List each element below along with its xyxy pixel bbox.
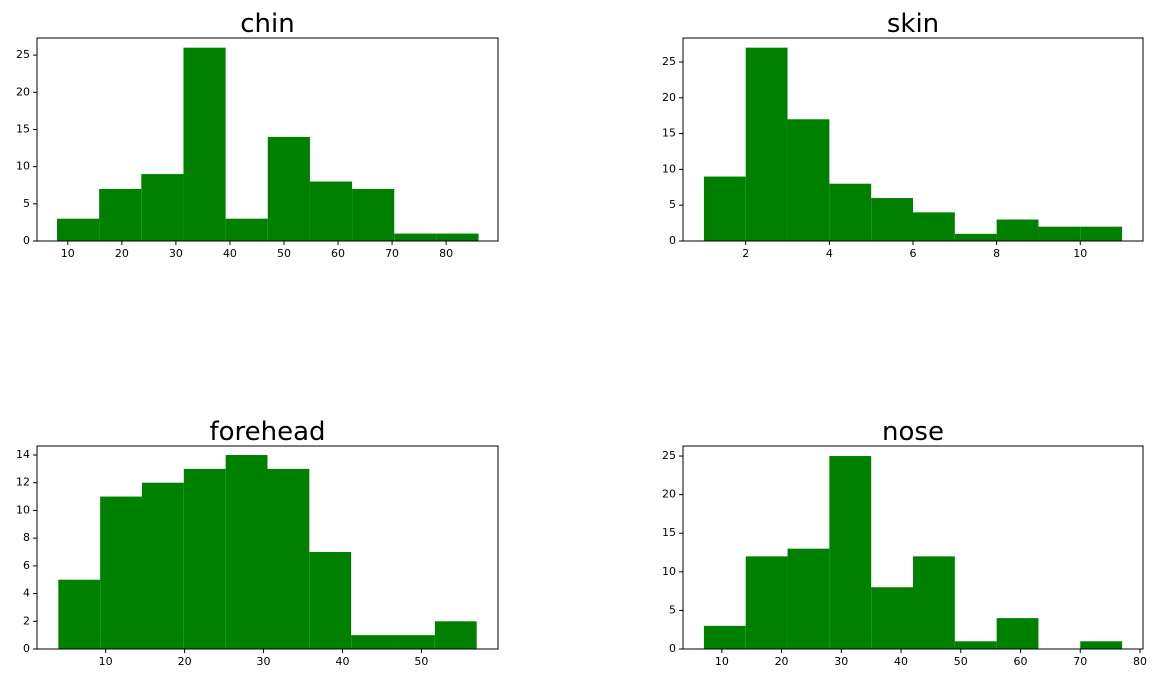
x-tick-label: 60 — [1014, 655, 1028, 668]
bar — [351, 635, 394, 649]
x-tick-label: 50 — [277, 247, 291, 260]
y-tick-label: 12 — [16, 476, 30, 489]
axes-frame — [36, 37, 499, 242]
y-tick-label: 10 — [16, 503, 30, 516]
x-tick-label: 40 — [335, 655, 349, 668]
x-tick-label: 6 — [910, 247, 917, 260]
bar — [267, 136, 310, 241]
bar — [954, 233, 997, 241]
y-tick-label: 20 — [662, 488, 676, 501]
x-tick-label: 60 — [331, 247, 345, 260]
bar — [996, 219, 1039, 241]
y-tick-label: 5 — [23, 197, 30, 210]
bar — [100, 496, 142, 649]
y-tick-label: 0 — [669, 642, 676, 655]
x-tick-label: 80 — [1133, 655, 1147, 668]
y-tick-label: 20 — [662, 91, 676, 104]
bar — [56, 218, 100, 241]
bar — [954, 641, 997, 649]
bar — [913, 212, 955, 241]
chart-title: nose — [882, 417, 944, 447]
bar — [703, 625, 746, 649]
x-tick-label: 10 — [715, 655, 729, 668]
bar — [141, 482, 184, 649]
bar — [225, 218, 268, 241]
x-tick-label: 40 — [894, 655, 908, 668]
bar — [393, 635, 435, 649]
chart-title: forehead — [209, 417, 325, 447]
x-tick-label: 50 — [954, 655, 968, 668]
y-tick-label: 0 — [23, 642, 30, 655]
bar — [99, 188, 142, 241]
y-tick-label: 15 — [662, 526, 676, 539]
bar — [787, 548, 830, 649]
bar — [394, 233, 437, 241]
x-tick-label: 8 — [993, 247, 1000, 260]
y-tick-label: 15 — [16, 122, 30, 135]
bar — [996, 618, 1039, 649]
x-tick-label: 10 — [1073, 247, 1087, 260]
x-tick-label: 70 — [1073, 655, 1087, 668]
chart-title: chin — [240, 9, 294, 39]
x-tick-label: 20 — [775, 655, 789, 668]
bar — [829, 456, 872, 649]
y-tick-label: 14 — [16, 448, 30, 461]
y-tick-label: 5 — [669, 603, 676, 616]
bar — [1038, 226, 1081, 241]
y-tick-label: 10 — [16, 160, 30, 173]
bar — [58, 579, 101, 649]
axes-frame — [36, 445, 499, 650]
x-tick-label: 50 — [414, 655, 428, 668]
y-tick-label: 10 — [662, 162, 676, 175]
y-tick-label: 15 — [662, 127, 676, 140]
bar — [225, 455, 268, 649]
y-tick-label: 20 — [16, 85, 30, 98]
bar — [141, 174, 184, 241]
x-tick-label: 2 — [742, 247, 749, 260]
x-tick-label: 20 — [115, 247, 129, 260]
bar — [267, 468, 310, 649]
bar — [871, 198, 913, 241]
y-tick-label: 0 — [23, 234, 30, 247]
x-tick-label: 30 — [257, 655, 271, 668]
y-tick-label: 25 — [662, 55, 676, 68]
bar — [745, 556, 788, 649]
y-tick-label: 8 — [23, 531, 30, 544]
bar — [745, 47, 788, 241]
y-tick-label: 0 — [669, 234, 676, 247]
x-tick-label: 70 — [385, 247, 399, 260]
bar — [703, 176, 746, 241]
bar — [436, 233, 479, 241]
x-tick-label: 80 — [439, 247, 453, 260]
bar — [871, 587, 913, 649]
bar — [913, 556, 955, 649]
bar — [352, 188, 395, 241]
chart-title: skin — [887, 9, 939, 39]
bar — [1080, 226, 1123, 241]
y-tick-label: 10 — [662, 565, 676, 578]
x-tick-label: 30 — [834, 655, 848, 668]
axes-frame — [682, 445, 1144, 650]
x-tick-label: 30 — [169, 247, 183, 260]
x-tick-label: 40 — [223, 247, 237, 260]
y-tick-label: 6 — [23, 559, 30, 572]
x-tick-label: 10 — [99, 655, 113, 668]
x-tick-label: 10 — [61, 247, 75, 260]
bar — [434, 621, 477, 649]
y-tick-label: 4 — [23, 587, 30, 600]
bar — [183, 47, 226, 241]
y-tick-label: 25 — [662, 449, 676, 462]
bar — [309, 552, 352, 649]
bar — [309, 181, 353, 241]
bar — [183, 468, 226, 649]
bar — [787, 119, 830, 241]
bar — [1080, 641, 1123, 649]
x-tick-label: 4 — [826, 247, 833, 260]
y-tick-label: 25 — [16, 48, 30, 61]
y-tick-label: 2 — [23, 614, 30, 627]
y-tick-label: 5 — [669, 198, 676, 211]
bar — [829, 183, 872, 241]
x-tick-label: 20 — [178, 655, 192, 668]
